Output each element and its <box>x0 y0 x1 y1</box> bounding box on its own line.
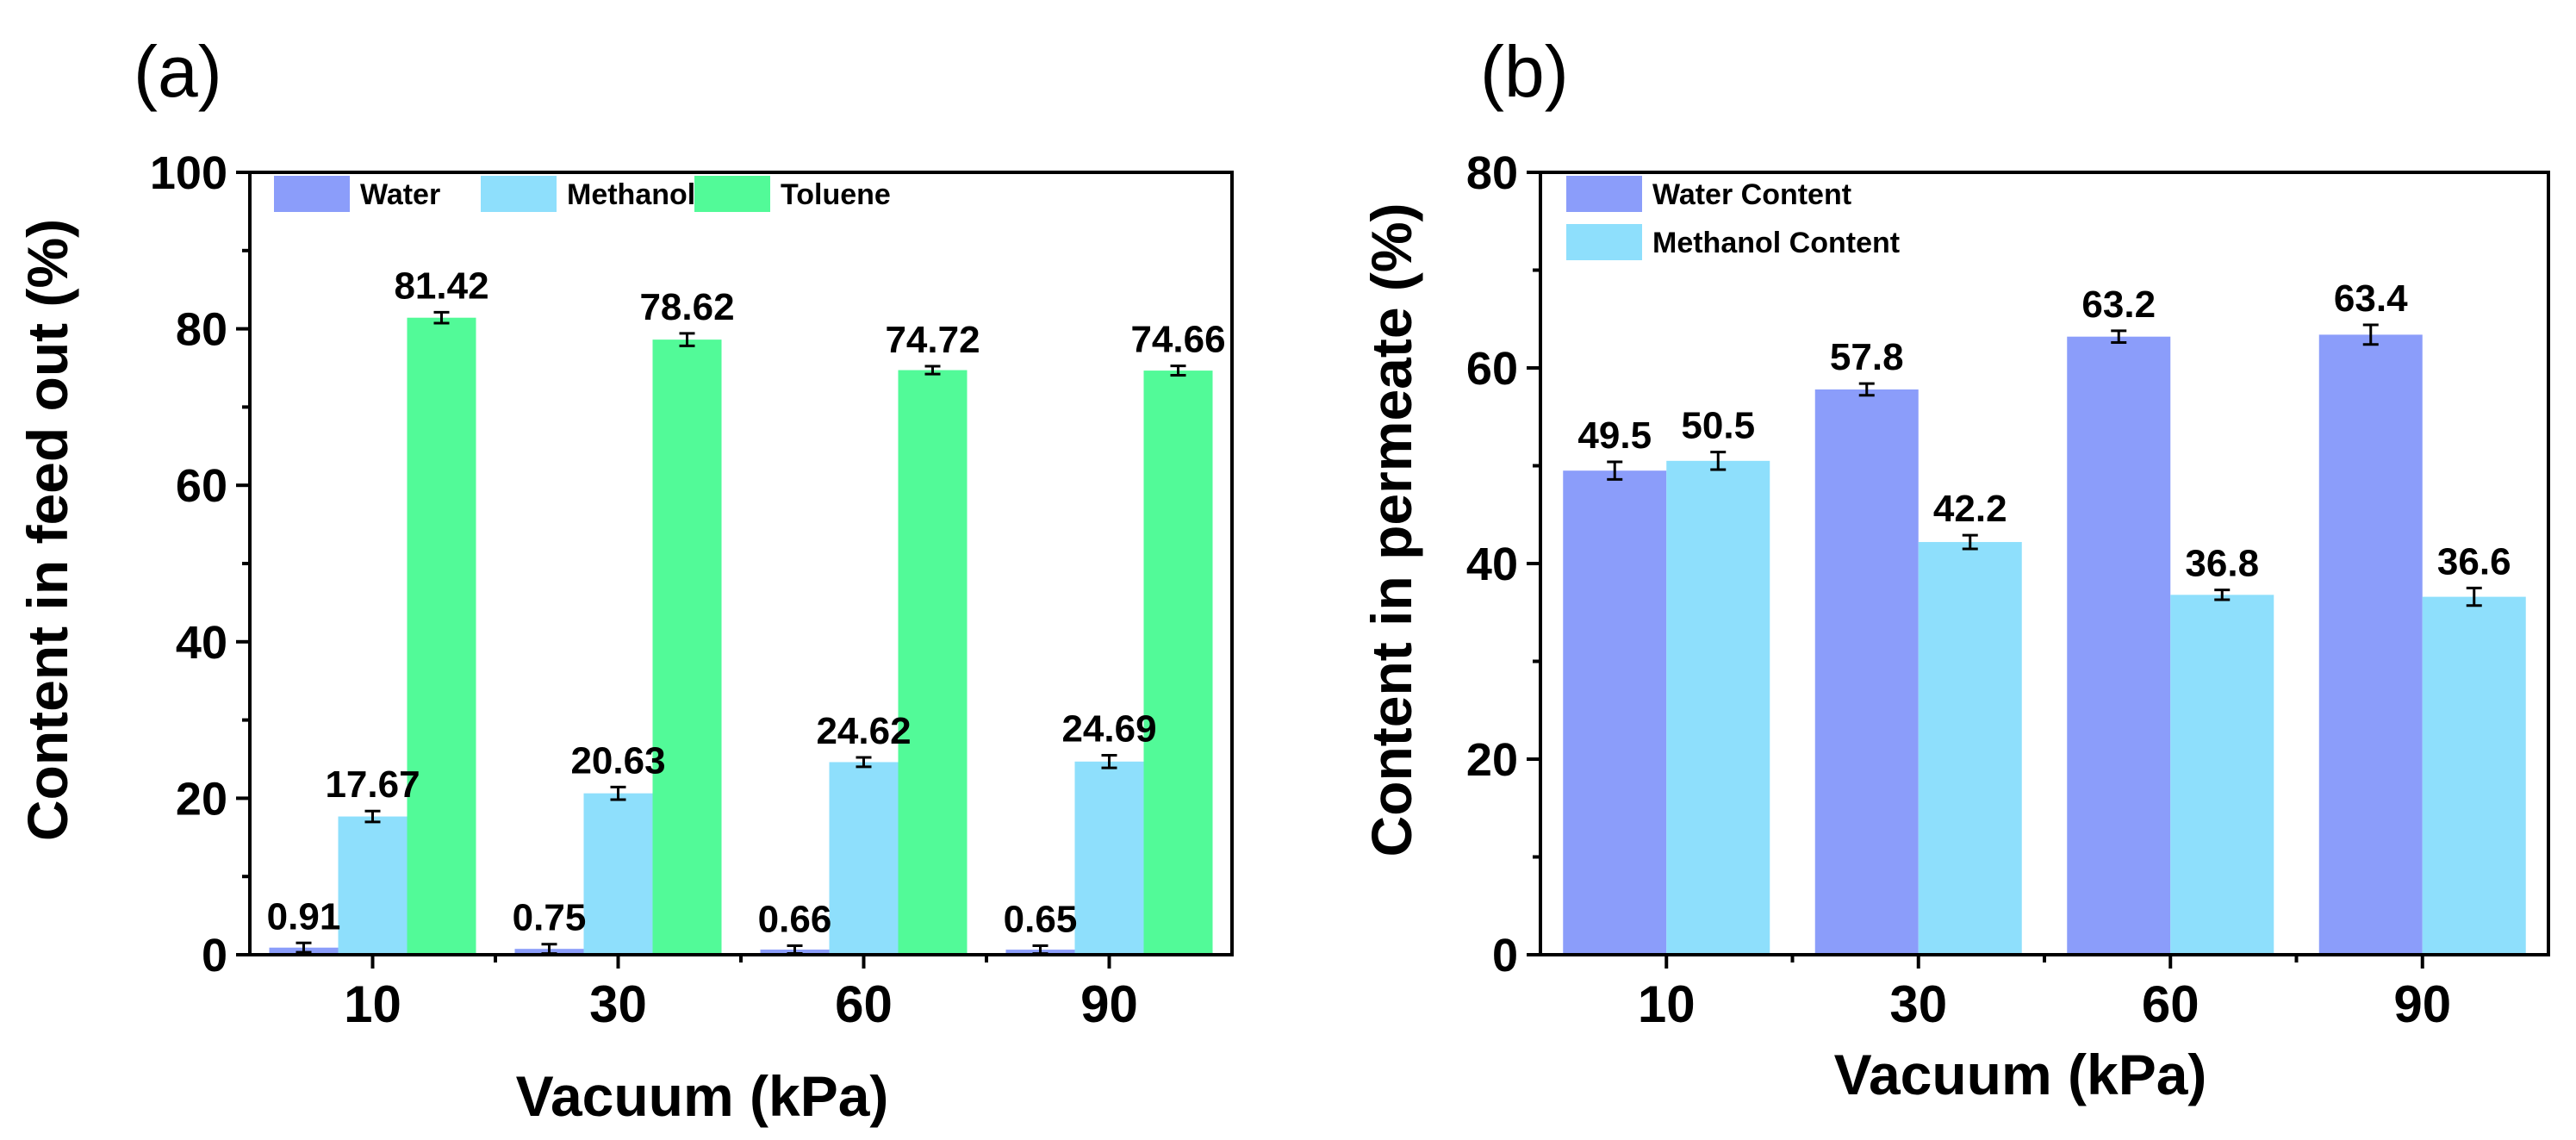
panel-a-data-label: 78.62 <box>639 286 734 328</box>
panel-b-y-tick-label: 20 <box>1466 734 1518 786</box>
panel-a-legend-label: Toluene <box>781 178 891 211</box>
panel-a-bar-methanol-60 <box>829 762 899 955</box>
panel-b-data-label: 36.6 <box>2437 540 2511 582</box>
chart-panel-b: (b) Content in permeate (%) Vacuum (kPa)… <box>1360 31 2550 1106</box>
panel-a-data-label: 0.66 <box>758 898 832 940</box>
panel-a-legend-swatch <box>274 176 350 212</box>
panel-b-x-tick-label: 60 <box>2142 975 2200 1033</box>
panel-a-axes: 0 20 40 60 80 100 10 30 60 90 <box>150 147 1234 1033</box>
panel-a-y-tick-label: 0 <box>202 930 227 981</box>
panel-b-y-tick-label: 80 <box>1466 147 1518 199</box>
panel-b-data-label: 50.5 <box>1681 405 1755 447</box>
panel-b-bar-methanol-content-90 <box>2422 596 2526 955</box>
panel-a-y-tick-label: 100 <box>150 147 227 199</box>
panel-b-bar-water-content-60 <box>2067 336 2171 955</box>
panel-a-data-label: 0.75 <box>513 897 587 939</box>
panel-a-x-tick-label: 90 <box>1080 975 1138 1033</box>
panel-a-y-tick-label: 40 <box>176 617 227 669</box>
panel-b-x-tick-label: 90 <box>2393 975 2451 1033</box>
panel-a-y-tick-label: 60 <box>176 460 227 512</box>
panel-a-x-tick-label: 30 <box>589 975 647 1033</box>
panel-a-data-label: 0.91 <box>267 895 341 938</box>
panel-b-data-label: 63.4 <box>2334 277 2408 320</box>
panel-a-bar-methanol-90 <box>1074 761 1144 955</box>
panel-a-bar-toluene-10 <box>407 317 476 955</box>
panel-b-bar-methanol-content-10 <box>1666 460 1770 955</box>
panel-a-bar-methanol-10 <box>338 816 408 955</box>
panel-b-x-tick-label: 30 <box>1889 975 1947 1033</box>
panel-a-label: (a) <box>134 31 222 112</box>
panel-a-data-label: 24.62 <box>816 710 911 752</box>
panel-b-bar-water-content-30 <box>1814 389 1919 956</box>
panel-a-bar-toluene-30 <box>652 340 722 956</box>
panel-b-legend-label: Methanol Content <box>1652 227 1900 259</box>
panel-a-data-label: 24.69 <box>1061 708 1156 751</box>
panel-a-legend-label: Methanol <box>567 178 695 211</box>
panel-a-legend-swatch <box>694 176 770 212</box>
panel-b-y-tick-label: 60 <box>1466 343 1518 395</box>
panel-a-legend-label: Water <box>360 178 440 211</box>
panel-a-x-tick-label: 60 <box>835 975 893 1033</box>
panel-a-x-axis-title: Vacuum (kPa) <box>516 1064 889 1128</box>
panel-b-y-tick-label: 40 <box>1466 539 1518 590</box>
panel-b-y-axis-title: Content in permeate (%) <box>1360 202 1423 857</box>
panel-b-bar-methanol-content-30 <box>1918 542 2022 955</box>
panel-b-data-label: 49.5 <box>1577 414 1652 457</box>
panel-b-data-label: 57.8 <box>1830 336 1904 378</box>
panel-b-label: (b) <box>1480 31 1569 112</box>
panel-a-x-tick-label: 10 <box>344 975 401 1033</box>
chart-panel-a: (a) Content in feed out (%) Vacuum (kPa)… <box>16 31 1234 1128</box>
panel-a-data-labels: 0.91 0.75 0.66 0.65 17.67 20.63 24.62 24.69 81.4… <box>267 265 1226 940</box>
panel-b-legend: Water Content Methanol Content <box>1566 176 1900 260</box>
panel-b-data-label: 63.2 <box>2081 283 2156 326</box>
panel-b-y-tick-label: 0 <box>1492 930 1518 981</box>
panel-b-legend-swatch <box>1566 224 1642 260</box>
panel-a-data-label: 17.67 <box>325 763 420 806</box>
panel-a-legend: Water Methanol Toluene <box>274 176 891 212</box>
panel-b-data-label: 36.8 <box>2185 543 2259 585</box>
panel-b-bar-water-content-10 <box>1563 470 1667 955</box>
panel-a-bar-toluene-90 <box>1143 371 1213 956</box>
panel-b-data-label: 42.2 <box>1933 488 2007 530</box>
panel-b-legend-swatch <box>1566 176 1642 212</box>
panel-a-data-label: 74.72 <box>885 319 980 361</box>
panel-b-data-labels: 49.5 57.8 63.2 63.4 50.5 42.2 36.8 36.6 <box>1577 277 2511 585</box>
panel-a-data-label: 81.42 <box>394 265 488 307</box>
panel-b-legend-label: Water Content <box>1652 178 1851 211</box>
panel-b-x-axis-title: Vacuum (kPa) <box>1834 1043 2207 1106</box>
panel-a-y-tick-label: 80 <box>176 304 227 356</box>
panel-b-bar-water-content-90 <box>2318 334 2423 955</box>
panel-a-bar-toluene-60 <box>898 370 968 956</box>
panel-a-y-axis-title: Content in feed out (%) <box>16 219 79 841</box>
panel-b-x-tick-label: 10 <box>1638 975 1696 1033</box>
panel-a-data-label: 0.65 <box>1004 899 1078 941</box>
panel-b-axes: 0 20 40 60 80 10 30 60 90 <box>1466 147 2550 1033</box>
panel-a-y-tick-label: 20 <box>176 773 227 825</box>
panel-a-legend-swatch <box>481 176 557 212</box>
panel-b-bars <box>1563 323 2526 956</box>
panel-a-bar-methanol-30 <box>583 793 653 955</box>
panel-a-data-label: 20.63 <box>570 739 665 782</box>
panel-b-bar-methanol-content-60 <box>2170 595 2274 955</box>
panel-a-bars <box>269 310 1213 956</box>
panel-a-data-label: 74.66 <box>1130 319 1225 361</box>
